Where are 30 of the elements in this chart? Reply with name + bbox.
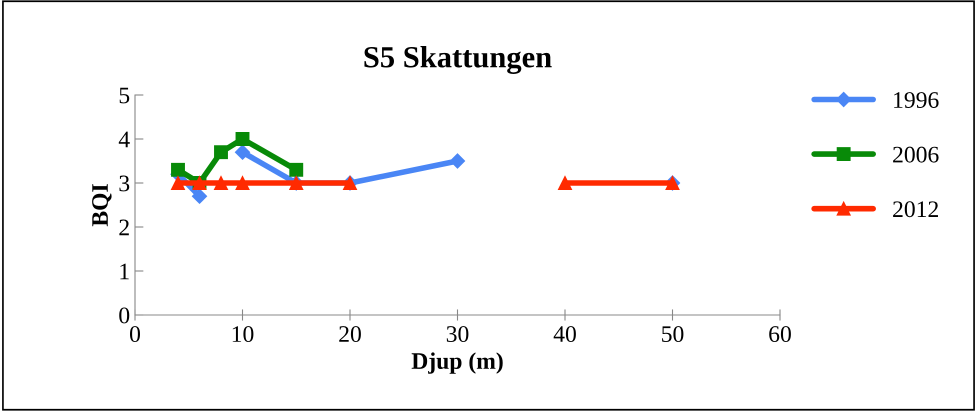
point xyxy=(450,153,466,169)
point xyxy=(214,145,228,160)
point xyxy=(289,162,304,177)
y-axis-title: BQI xyxy=(92,184,112,226)
point xyxy=(234,144,250,160)
x-axis-title: Djup (m) xyxy=(412,352,503,374)
legend-label: 2012 xyxy=(893,201,938,218)
y-tick-label: 2 xyxy=(119,220,129,236)
x-tick-label: 30 xyxy=(446,326,468,342)
y-tick-label: 3 xyxy=(119,176,130,192)
x-tick-label: 10 xyxy=(232,326,254,342)
y-tick-label: 0 xyxy=(119,307,130,324)
chart-title: S5 Skattungen xyxy=(364,46,552,74)
point xyxy=(214,176,228,190)
x-tick-label: 50 xyxy=(662,326,684,342)
y-tick-label: 1 xyxy=(120,264,129,280)
x-tick-label: 0 xyxy=(130,326,140,342)
point xyxy=(171,176,185,190)
point xyxy=(558,176,572,190)
y-tick-label: 5 xyxy=(120,88,130,104)
x-tick-label: 60 xyxy=(769,326,791,342)
legend-label: 1996 xyxy=(894,92,939,108)
y-tick-label: 4 xyxy=(118,132,130,148)
point xyxy=(192,188,208,204)
point xyxy=(171,162,185,177)
point xyxy=(236,132,250,146)
x-tick-label: 40 xyxy=(554,326,576,342)
x-tick-label: 20 xyxy=(339,326,361,342)
legend-label: 2006 xyxy=(893,146,939,163)
point xyxy=(236,176,250,190)
